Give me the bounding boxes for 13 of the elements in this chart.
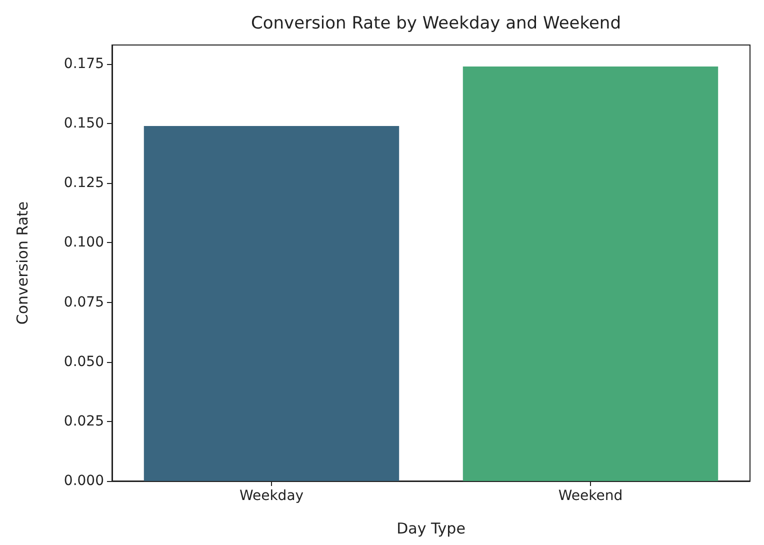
x-tick-label: Weekday xyxy=(239,488,304,504)
y-axis-title: Conversion Rate xyxy=(14,201,32,325)
chart-title: Conversion Rate by Weekday and Weekend xyxy=(251,14,621,34)
y-tick-label: 0.025 xyxy=(64,413,104,430)
y-tick-label: 0.100 xyxy=(64,234,104,251)
y-tick-label: 0.125 xyxy=(64,175,104,192)
x-axis-title: Day Type xyxy=(396,520,466,538)
y-tick-label: 0.175 xyxy=(64,56,104,72)
y-tick-label: 0.075 xyxy=(64,294,104,310)
y-tick-label: 0.050 xyxy=(64,354,104,370)
x-tick-label: Weekend xyxy=(558,488,623,504)
y-tick-label: 0.150 xyxy=(64,116,104,132)
y-tick-label: 0.000 xyxy=(64,473,104,489)
